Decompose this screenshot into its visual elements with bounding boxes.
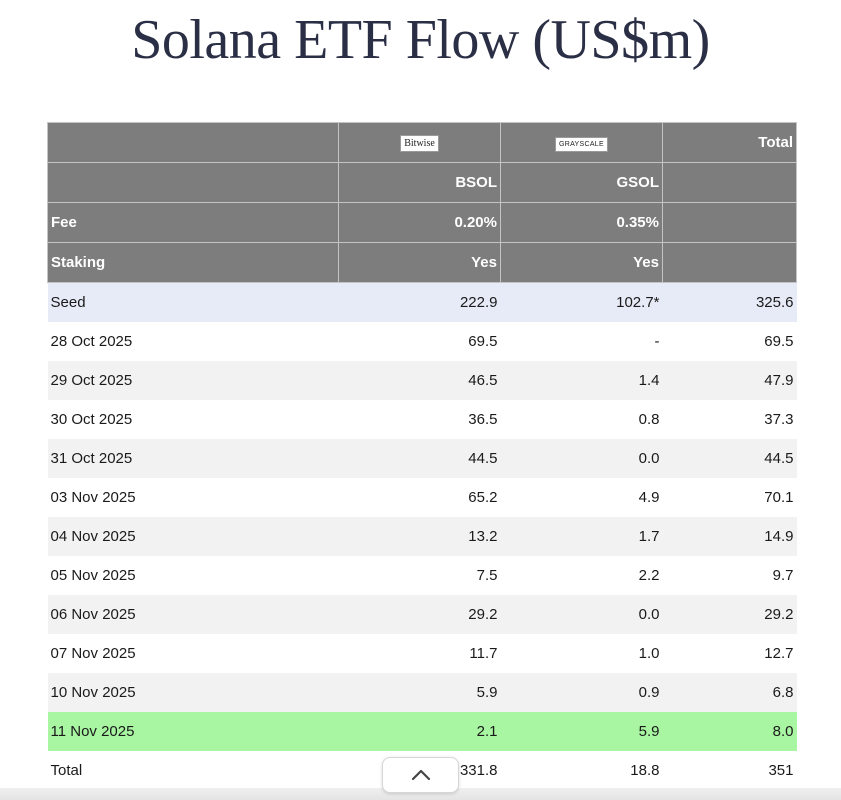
bsol-value: 222.9 [338, 282, 501, 322]
bsol-value: 44.5 [338, 438, 501, 478]
total-value: 70.1 [662, 477, 797, 517]
table-row: 30 Oct 2025 36.5 0.8 37.3 [47, 399, 797, 439]
chevron-up-icon [411, 769, 430, 781]
row-label: 28 Oct 2025 [47, 321, 339, 361]
total-value: 44.5 [662, 438, 797, 478]
table-row: 29 Oct 2025 46.5 1.4 47.9 [47, 360, 797, 400]
row-label: 03 Nov 2025 [47, 477, 339, 517]
etf-flow-table: Bitwise GRAYSCALE Total BSOL GSOL Fee 0.… [47, 122, 797, 790]
bottom-bar [0, 788, 841, 800]
row-label: 06 Nov 2025 [47, 594, 339, 634]
header-total: Total [662, 122, 797, 163]
staking-label: Staking [47, 242, 339, 283]
header-row-staking: Staking Yes Yes [47, 242, 797, 283]
row-label: Total [47, 750, 339, 790]
header-blank-cell [47, 122, 339, 163]
gsol-value: 2.2 [500, 555, 663, 595]
header-row-tickers: BSOL GSOL [47, 162, 797, 203]
row-label: 29 Oct 2025 [47, 360, 339, 400]
bsol-value: 11.7 [338, 633, 501, 673]
bitwise-logo: Bitwise [400, 135, 439, 152]
row-label: 10 Nov 2025 [47, 672, 339, 712]
total-value: 12.7 [662, 633, 797, 673]
row-label: 04 Nov 2025 [47, 516, 339, 556]
table-row: 10 Nov 2025 5.9 0.9 6.8 [47, 672, 797, 712]
staking-gsol: Yes [500, 242, 663, 283]
bsol-value: 36.5 [338, 399, 501, 439]
total-value: 29.2 [662, 594, 797, 634]
ticker-gsol: GSOL [500, 162, 663, 203]
bsol-value: 29.2 [338, 594, 501, 634]
gsol-value: 0.9 [500, 672, 663, 712]
gsol-value: 4.9 [500, 477, 663, 517]
bsol-value: 2.1 [338, 711, 501, 751]
gsol-value: 1.4 [500, 360, 663, 400]
fee-label: Fee [47, 202, 339, 243]
row-label: 30 Oct 2025 [47, 399, 339, 439]
bsol-value: 13.2 [338, 516, 501, 556]
total-value: 14.9 [662, 516, 797, 556]
table-row: 28 Oct 2025 69.5-69.5 [47, 321, 797, 361]
row-label: 07 Nov 2025 [47, 633, 339, 673]
grayscale-logo: GRAYSCALE [555, 137, 608, 152]
table-row: Seed 222.9 102.7* 325.6 [47, 282, 797, 322]
row-label: 31 Oct 2025 [47, 438, 339, 478]
bsol-value: 69.5 [338, 321, 501, 361]
bsol-value: 65.2 [338, 477, 501, 517]
total-value: 9.7 [662, 555, 797, 595]
fee-bsol: 0.20% [338, 202, 501, 243]
row-label: 11 Nov 2025 [47, 711, 339, 751]
table-row: 06 Nov 2025 29.2 0.0 29.2 [47, 594, 797, 634]
total-value: 37.3 [662, 399, 797, 439]
gsol-value: 0.0 [500, 438, 663, 478]
row-label: 05 Nov 2025 [47, 555, 339, 595]
table-row: 31 Oct 2025 44.5 0.0 44.5 [47, 438, 797, 478]
page-title: Solana ETF Flow (US$m) [131, 9, 710, 71]
scroll-up-button[interactable] [382, 757, 459, 793]
table-row: 11 Nov 2025 2.1 5.9 8.0 [47, 711, 797, 751]
total-value: 69.5 [662, 321, 797, 361]
ticker-bsol: BSOL [338, 162, 501, 203]
staking-bsol: Yes [338, 242, 501, 283]
table-row: 05 Nov 2025 7.5 2.2 9.7 [47, 555, 797, 595]
gsol-value: 102.7* [500, 282, 663, 322]
fee-gsol: 0.35% [500, 202, 663, 243]
table-row: 07 Nov 2025 11.7 1.0 12.7 [47, 633, 797, 673]
table-row: 04 Nov 2025 13.2 1.7 14.9 [47, 516, 797, 556]
total-value: 6.8 [662, 672, 797, 712]
header-row-logos: Bitwise GRAYSCALE Total [47, 122, 797, 163]
gsol-value: - [500, 321, 663, 361]
total-value: 47.9 [662, 360, 797, 400]
gsol-value: 1.7 [500, 516, 663, 556]
total-value: 8.0 [662, 711, 797, 751]
bsol-value: 5.9 [338, 672, 501, 712]
total-value: 351 [662, 750, 797, 790]
gsol-value: 18.8 [500, 750, 663, 790]
header-row-fee: Fee 0.20% 0.35% [47, 202, 797, 243]
table-row: 03 Nov 2025 65.2 4.9 70.1 [47, 477, 797, 517]
gsol-value: 0.8 [500, 399, 663, 439]
row-label: Seed [47, 282, 339, 322]
total-value: 325.6 [662, 282, 797, 322]
bsol-value: 7.5 [338, 555, 501, 595]
gsol-value: 0.0 [500, 594, 663, 634]
gsol-value: 1.0 [500, 633, 663, 673]
gsol-value: 5.9 [500, 711, 663, 751]
bsol-value: 46.5 [338, 360, 501, 400]
total-row: Total 331.8 18.8 351 [47, 750, 797, 790]
